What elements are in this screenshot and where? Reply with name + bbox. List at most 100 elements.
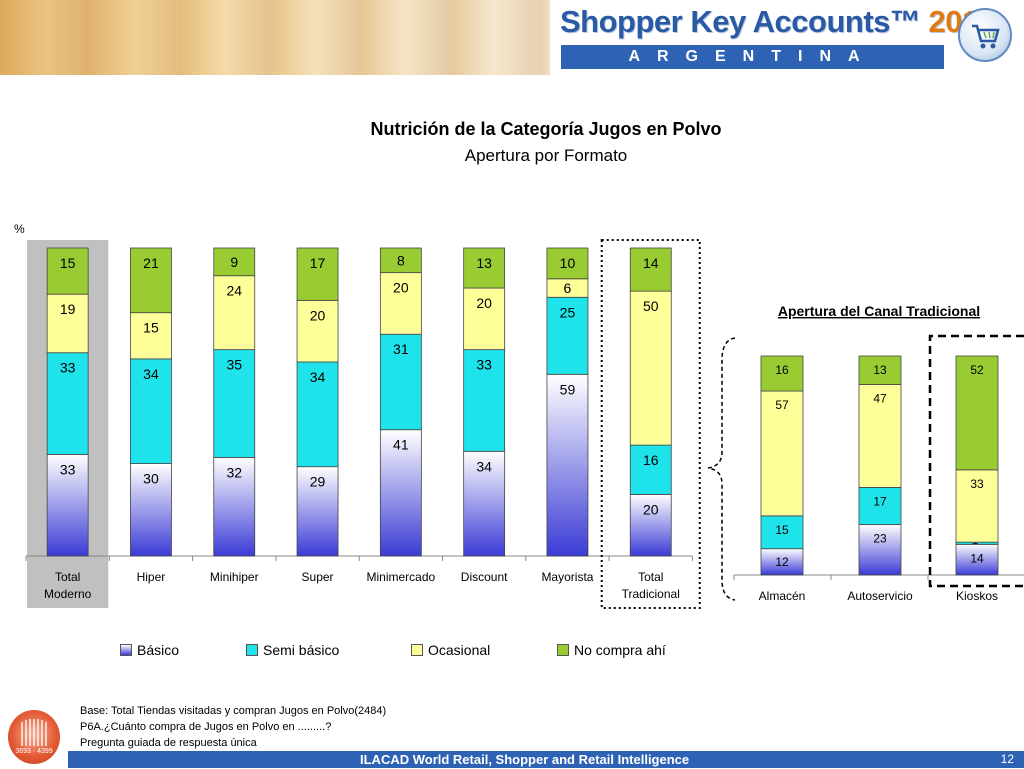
category-label-minihiper: Minihiper (210, 570, 259, 584)
bar-label-total-tradicional-no-compra-ahi: 14 (643, 255, 659, 271)
category-label-hiper: Hiper (137, 570, 166, 584)
legend-item-no-compra: No compra ahí (557, 642, 666, 658)
bar-minimercado-ocasional (379, 272, 422, 335)
legend-item-ocasional: Ocasional (411, 642, 490, 658)
tbar-label-autoservicio-no-compra-ahi: 13 (873, 363, 887, 377)
traditional-chart-title: Apertura del Canal Tradicional (778, 303, 980, 319)
category-label-total-moderno-line2: Moderno (44, 587, 92, 601)
legend-swatch-ocasional (411, 644, 423, 656)
bar-label-mayorista-no-compra-ahi: 10 (560, 255, 576, 271)
bar-mayorista-basico (546, 373, 589, 557)
legend-item-basico: Básico (120, 642, 179, 658)
tbar-almacen-no-compra-ahi (760, 355, 804, 392)
category-label-minimercado: Minimercado (366, 570, 435, 584)
footnote-base: Base: Total Tiendas visitadas y compran … (80, 705, 387, 717)
bar-label-total-tradicional-basico: 20 (643, 501, 659, 517)
tbar-label-autoservicio-ocasional: 47 (873, 391, 887, 405)
bar-total-moderno-basico (46, 453, 89, 557)
tcategory-label-kioskos: Kioskos (956, 589, 998, 603)
country-bar: ARGENTINA (561, 45, 944, 69)
bar-label-discount-semi-basico: 33 (476, 357, 492, 373)
bar-label-mayorista-semi-basico: 25 (560, 304, 576, 320)
bar-label-minihiper-semi-basico: 35 (226, 357, 242, 373)
bar-label-super-ocasional: 20 (310, 307, 326, 323)
bar-label-minihiper-no-compra-ahi: 9 (230, 254, 238, 270)
bar-label-super-semi-basico: 34 (310, 369, 326, 385)
bar-mayorista-semi-basico (546, 296, 589, 375)
bar-label-minimercado-semi-basico: 31 (393, 341, 409, 357)
bar-minihiper-semi-basico (213, 349, 256, 458)
bar-total-tradicional-ocasional (629, 290, 672, 446)
category-label-total-tradicional-line1: Total (638, 570, 663, 584)
tbar-label-autoservicio-basico: 23 (873, 532, 887, 546)
bar-label-super-basico: 29 (310, 474, 326, 490)
tbar-autoservicio-semi-basico (858, 486, 902, 526)
ilacad-logo: 3693 · 4399 (8, 710, 60, 764)
legend-label-basico: Básico (137, 642, 180, 658)
legend-swatch-semi-basico (246, 644, 258, 656)
category-label-super: Super (302, 570, 334, 584)
bar-label-minimercado-ocasional: 20 (393, 280, 409, 296)
bar-super-basico (296, 466, 339, 557)
bar-super-semi-basico (296, 361, 339, 468)
bar-label-mayorista-ocasional: 6 (564, 280, 572, 296)
bar-label-total-moderno-ocasional: 19 (60, 301, 76, 317)
tbar-kioskos-no-compra-ahi (955, 355, 999, 471)
category-label-discount: Discount (461, 570, 508, 584)
tbar-label-kioskos-basico: 14 (970, 551, 984, 565)
tbar-kioskos-ocasional (955, 469, 999, 543)
box-total-tradicional (600, 239, 701, 609)
page-number: 12 (1000, 752, 1014, 766)
bar-label-total-moderno-basico: 33 (60, 461, 76, 477)
footer-text: ILACAD World Retail, Shopper and Retail … (360, 752, 690, 767)
bar-label-total-moderno-semi-basico: 33 (60, 360, 76, 376)
category-label-total-tradicional-line2: Tradicional (622, 587, 680, 601)
box-kioskos (928, 334, 1024, 588)
legend-label-ocasional: Ocasional (428, 642, 491, 658)
bar-hiper-basico (130, 463, 172, 557)
header-photo-strip (0, 0, 550, 75)
bar-discount-semi-basico (463, 349, 506, 452)
footnotes: Base: Total Tiendas visitadas y compran … (80, 703, 386, 751)
tbar-label-almacen-semi-basico: 15 (775, 523, 789, 537)
shopping-cart-icon (958, 8, 1012, 62)
bar-discount-ocasional (463, 287, 506, 351)
category-label-total-moderno-line1: Total (55, 570, 80, 584)
bar-mayorista-no-compra-ahi (546, 247, 589, 280)
bar-minihiper-no-compra-ahi (213, 247, 256, 277)
logo-text: 3693 · 4399 (15, 748, 53, 755)
tbar-label-kioskos-no-compra-ahi: 52 (970, 363, 984, 377)
tcategory-label-autoservicio: Autoservicio (847, 589, 913, 603)
footnote-type: Pregunta guiada de respuesta única (80, 737, 257, 749)
bar-hiper-ocasional (130, 312, 172, 360)
bar-total-moderno-ocasional (46, 293, 89, 354)
legend-swatch-basico (120, 644, 132, 656)
bar-super-no-compra-ahi (296, 247, 339, 301)
bar-label-hiper-basico: 30 (143, 471, 159, 487)
bar-label-total-tradicional-semi-basico: 16 (643, 452, 659, 468)
chart-subtitle: Apertura por Formato (464, 146, 628, 165)
bar-label-total-moderno-no-compra-ahi: 15 (60, 255, 76, 271)
bar-label-minimercado-basico: 41 (393, 437, 409, 453)
legend-label-no-compra: No compra ahí (574, 642, 666, 658)
bar-total-moderno-semi-basico (46, 352, 89, 455)
bar-label-discount-ocasional: 20 (476, 295, 492, 311)
bar-total-moderno-no-compra-ahi (46, 247, 89, 295)
traditional-chart: Apertura del Canal Tradicional 12 15 57 16 Al… (733, 303, 1024, 603)
brand-name: Shopper Key Accounts™ (560, 4, 921, 39)
bar-label-hiper-semi-basico: 34 (143, 366, 159, 382)
bar-label-super-no-compra-ahi: 17 (310, 255, 326, 271)
charts-canvas: 33 33 19 15 Total Moderno 30 34 15 21 Hiper 32 35 24 9… (25, 239, 1024, 609)
bar-hiper-no-compra-ahi (130, 247, 172, 314)
bar-discount-basico (463, 450, 506, 557)
tbar-autoservicio-no-compra-ahi (858, 355, 902, 385)
bar-minimercado-no-compra-ahi (379, 247, 422, 274)
legend: Básico Semi básico Ocasional No compra a… (0, 642, 1024, 662)
bar-total-tradicional-no-compra-ahi (629, 247, 672, 292)
bar-label-discount-no-compra-ahi: 13 (476, 255, 492, 271)
tbar-label-almacen-ocasional: 57 (775, 398, 789, 412)
bar-minimercado-basico (379, 429, 422, 557)
footer-bar: ILACAD World Retail, Shopper and Retail … (68, 751, 1024, 768)
bar-label-hiper-ocasional: 15 (143, 320, 159, 336)
tbar-autoservicio-ocasional (858, 384, 902, 488)
